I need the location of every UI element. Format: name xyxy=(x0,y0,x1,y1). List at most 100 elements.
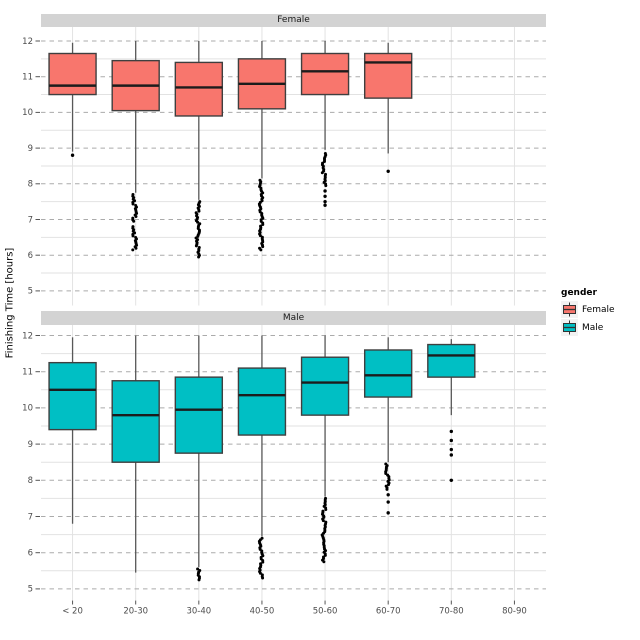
box-female-5 xyxy=(363,42,413,174)
legend-label-female: Female xyxy=(582,304,615,315)
outlier-dot xyxy=(196,567,200,571)
outlier-dot xyxy=(386,500,390,504)
outlier-dot xyxy=(261,223,265,227)
outlier-dot xyxy=(321,519,325,523)
outlier-dot xyxy=(196,220,200,224)
iqr-box xyxy=(48,52,97,96)
y-tick-label: 6 xyxy=(28,251,33,261)
outlier-dot xyxy=(259,248,263,252)
iqr-box xyxy=(174,61,224,117)
outlier-dot xyxy=(197,578,201,582)
legend-entry-male: Male xyxy=(561,319,615,336)
outlier-dot xyxy=(385,487,389,491)
outlier-dot xyxy=(323,199,327,204)
y-tick-label: 5 xyxy=(28,287,33,297)
box-male-1 xyxy=(111,335,160,573)
y-tick-label: 11 xyxy=(22,368,33,378)
box-male-6 xyxy=(427,339,476,482)
outlier-dot xyxy=(134,215,138,219)
facet-strip-male-label: Male xyxy=(282,313,305,323)
outlier-dot xyxy=(320,171,324,175)
outlier-dot xyxy=(197,209,201,213)
outlier-dot xyxy=(324,507,328,511)
outlier-dot xyxy=(131,248,135,252)
y-tick-label: 12 xyxy=(22,37,33,47)
outlier-dot xyxy=(449,447,454,452)
y-tick-label: 7 xyxy=(28,512,33,522)
outlier-dot xyxy=(131,202,135,206)
outlier-dot xyxy=(134,246,138,250)
outlier-dot xyxy=(261,576,265,580)
outlier-dot xyxy=(449,478,454,482)
outlier-dot xyxy=(261,245,265,249)
facet-strip-male: Male xyxy=(41,311,546,325)
outlier-dot xyxy=(449,438,454,443)
outlier-dot xyxy=(449,453,454,457)
iqr-box xyxy=(300,356,350,416)
box-male-5 xyxy=(363,337,413,515)
iqr-box xyxy=(363,52,413,99)
y-tick-label: 12 xyxy=(22,331,33,341)
legend-entry-female: Female xyxy=(561,301,615,318)
outlier-dot xyxy=(261,560,265,564)
iqr-box xyxy=(48,361,97,431)
y-axis-title: Finishing Time [hours] xyxy=(4,247,16,359)
facet-strip-female-label: Female xyxy=(277,15,310,25)
box-male-0 xyxy=(48,337,97,524)
y-tick-label: 10 xyxy=(22,404,33,414)
y-tick-label: 5 xyxy=(28,585,33,595)
y-tick-label: 6 xyxy=(28,549,33,559)
panel-male: 5 6 7 8 9 10 11 12 xyxy=(22,325,546,600)
box-male-3 xyxy=(237,335,287,580)
outlier-dot xyxy=(386,169,390,174)
x-tick-label: 30-40 xyxy=(186,607,211,617)
panel-female: 5 6 7 8 9 10 11 12 xyxy=(22,26,546,306)
box-female-3 xyxy=(237,41,287,252)
outlier-dot xyxy=(386,511,390,515)
box-male-4 xyxy=(300,335,350,564)
outlier-dot xyxy=(323,189,327,193)
y-tick-label: 9 xyxy=(28,440,33,450)
legend-key-male-boxplot-icon xyxy=(561,319,578,336)
legend-key-female-boxplot-icon xyxy=(561,301,578,318)
y-tick-label: 11 xyxy=(22,73,33,83)
outlier-dot xyxy=(258,571,262,575)
x-tick-label: 40-50 xyxy=(250,607,275,617)
box-female-1 xyxy=(111,41,160,252)
iqr-box xyxy=(363,349,413,398)
outlier-dot xyxy=(70,153,75,157)
outlier-dot xyxy=(323,194,327,198)
outlier-dot xyxy=(131,234,135,238)
x-tick-label: 20-30 xyxy=(123,607,148,617)
y-tick-label: 8 xyxy=(28,180,33,190)
outlier-dot xyxy=(194,244,198,248)
outlier-dot xyxy=(258,234,262,238)
iqr-box xyxy=(427,343,476,378)
iqr-box xyxy=(300,52,350,96)
outlier-dot xyxy=(449,429,454,434)
x-tick-label: 80-90 xyxy=(502,607,527,617)
outlier-dot xyxy=(323,203,327,207)
box-male-2 xyxy=(174,335,224,582)
y-tick-label: 10 xyxy=(22,108,33,118)
outlier-dot xyxy=(322,560,326,564)
x-tick-label: 60-70 xyxy=(376,607,401,617)
y-tick-label: 9 xyxy=(28,144,33,154)
outlier-dot xyxy=(386,483,390,487)
legend-label-male: Male xyxy=(582,322,604,333)
x-tick-label: 70-80 xyxy=(439,607,464,617)
x-tick-label: < 20 xyxy=(62,607,83,617)
iqr-box xyxy=(111,380,160,463)
legend-title: gender xyxy=(561,288,597,298)
iqr-box xyxy=(237,367,287,436)
box-female-2 xyxy=(174,41,224,259)
outlier-dot xyxy=(324,184,328,188)
legend: gender Female Male xyxy=(561,288,615,337)
box-female-0 xyxy=(48,42,97,157)
x-tick-label: 50-60 xyxy=(313,607,338,617)
outlier-dot xyxy=(132,219,136,223)
y-tick-label: 7 xyxy=(28,215,33,225)
facet-strip-female: Female xyxy=(41,13,546,27)
